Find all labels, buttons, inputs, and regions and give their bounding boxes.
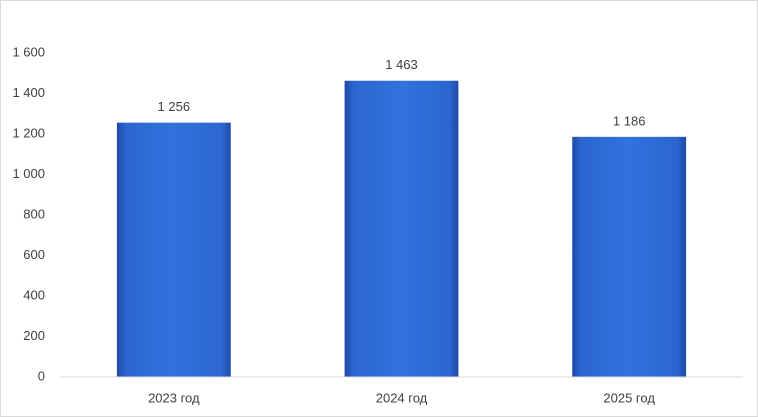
value-label: 1 463: [385, 57, 418, 72]
y-tick-label: 1 000: [12, 166, 45, 181]
bar: [116, 122, 231, 377]
x-tick-label: 2025 год: [603, 390, 655, 405]
value-label: 1 186: [613, 113, 646, 128]
y-tick-label: 0: [38, 368, 45, 383]
y-tick-label: 1 400: [12, 85, 45, 100]
x-tick-label: 2023 год: [148, 390, 200, 405]
y-tick-label: 800: [23, 206, 45, 221]
y-tick-label: 400: [23, 287, 45, 302]
value-label: 1 256: [158, 99, 191, 114]
y-tick-label: 200: [23, 328, 45, 343]
y-tick-label: 600: [23, 247, 45, 262]
y-tick-label: 1 600: [12, 44, 45, 59]
bar: [572, 136, 687, 377]
x-tick-label: 2024 год: [376, 390, 428, 405]
y-tick-label: 1 200: [12, 125, 45, 140]
bar: [344, 80, 459, 378]
